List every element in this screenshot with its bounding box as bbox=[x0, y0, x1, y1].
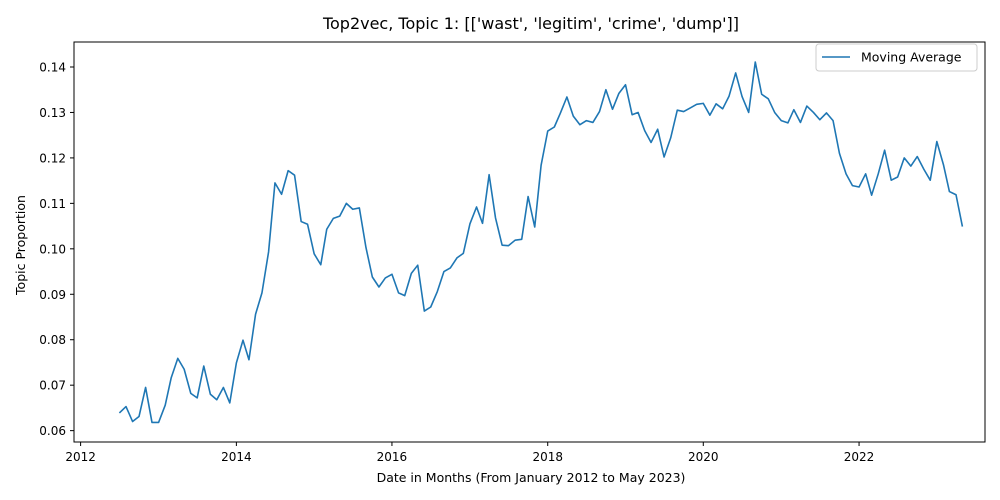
y-tick-label: 0.06 bbox=[39, 424, 66, 438]
y-tick-label: 0.11 bbox=[39, 197, 66, 211]
plot-area bbox=[73, 41, 986, 443]
y-tick-label: 0.07 bbox=[39, 379, 66, 393]
x-axis-label: Date in Months (From January 2012 to May… bbox=[377, 470, 686, 485]
x-tick-label: 2014 bbox=[221, 450, 252, 464]
plot-frame bbox=[73, 41, 986, 443]
legend-box bbox=[815, 43, 978, 72]
y-axis: 0.06 0.07 0.08 0.09 0.10 0.11 0.12 0.13 0.14 bbox=[39, 61, 74, 438]
x-tick-label: 2016 bbox=[377, 450, 408, 464]
legend-label-moving-average: Moving Average bbox=[861, 50, 962, 65]
y-tick-label: 0.10 bbox=[39, 242, 66, 256]
x-tick-label: 2012 bbox=[65, 450, 96, 464]
x-tick-label: 2022 bbox=[844, 450, 875, 464]
legend: Moving Average bbox=[815, 43, 978, 72]
y-tick-label: 0.13 bbox=[39, 106, 66, 120]
chart-title: Top2vec, Topic 1: [['wast', 'legitim', '… bbox=[322, 14, 739, 33]
series-group bbox=[118, 61, 964, 424]
x-tick-label: 2020 bbox=[688, 450, 719, 464]
x-axis: 2012 2014 2016 2018 2020 2022 bbox=[65, 442, 874, 464]
y-tick-label: 0.09 bbox=[39, 288, 66, 302]
y-axis-label: Topic Proportion bbox=[13, 195, 28, 296]
y-tick-label: 0.08 bbox=[39, 333, 66, 347]
x-tick-label: 2018 bbox=[532, 450, 563, 464]
y-tick-label: 0.12 bbox=[39, 151, 66, 165]
series-line-moving-average bbox=[118, 61, 964, 424]
y-tick-label: 0.14 bbox=[39, 61, 66, 75]
